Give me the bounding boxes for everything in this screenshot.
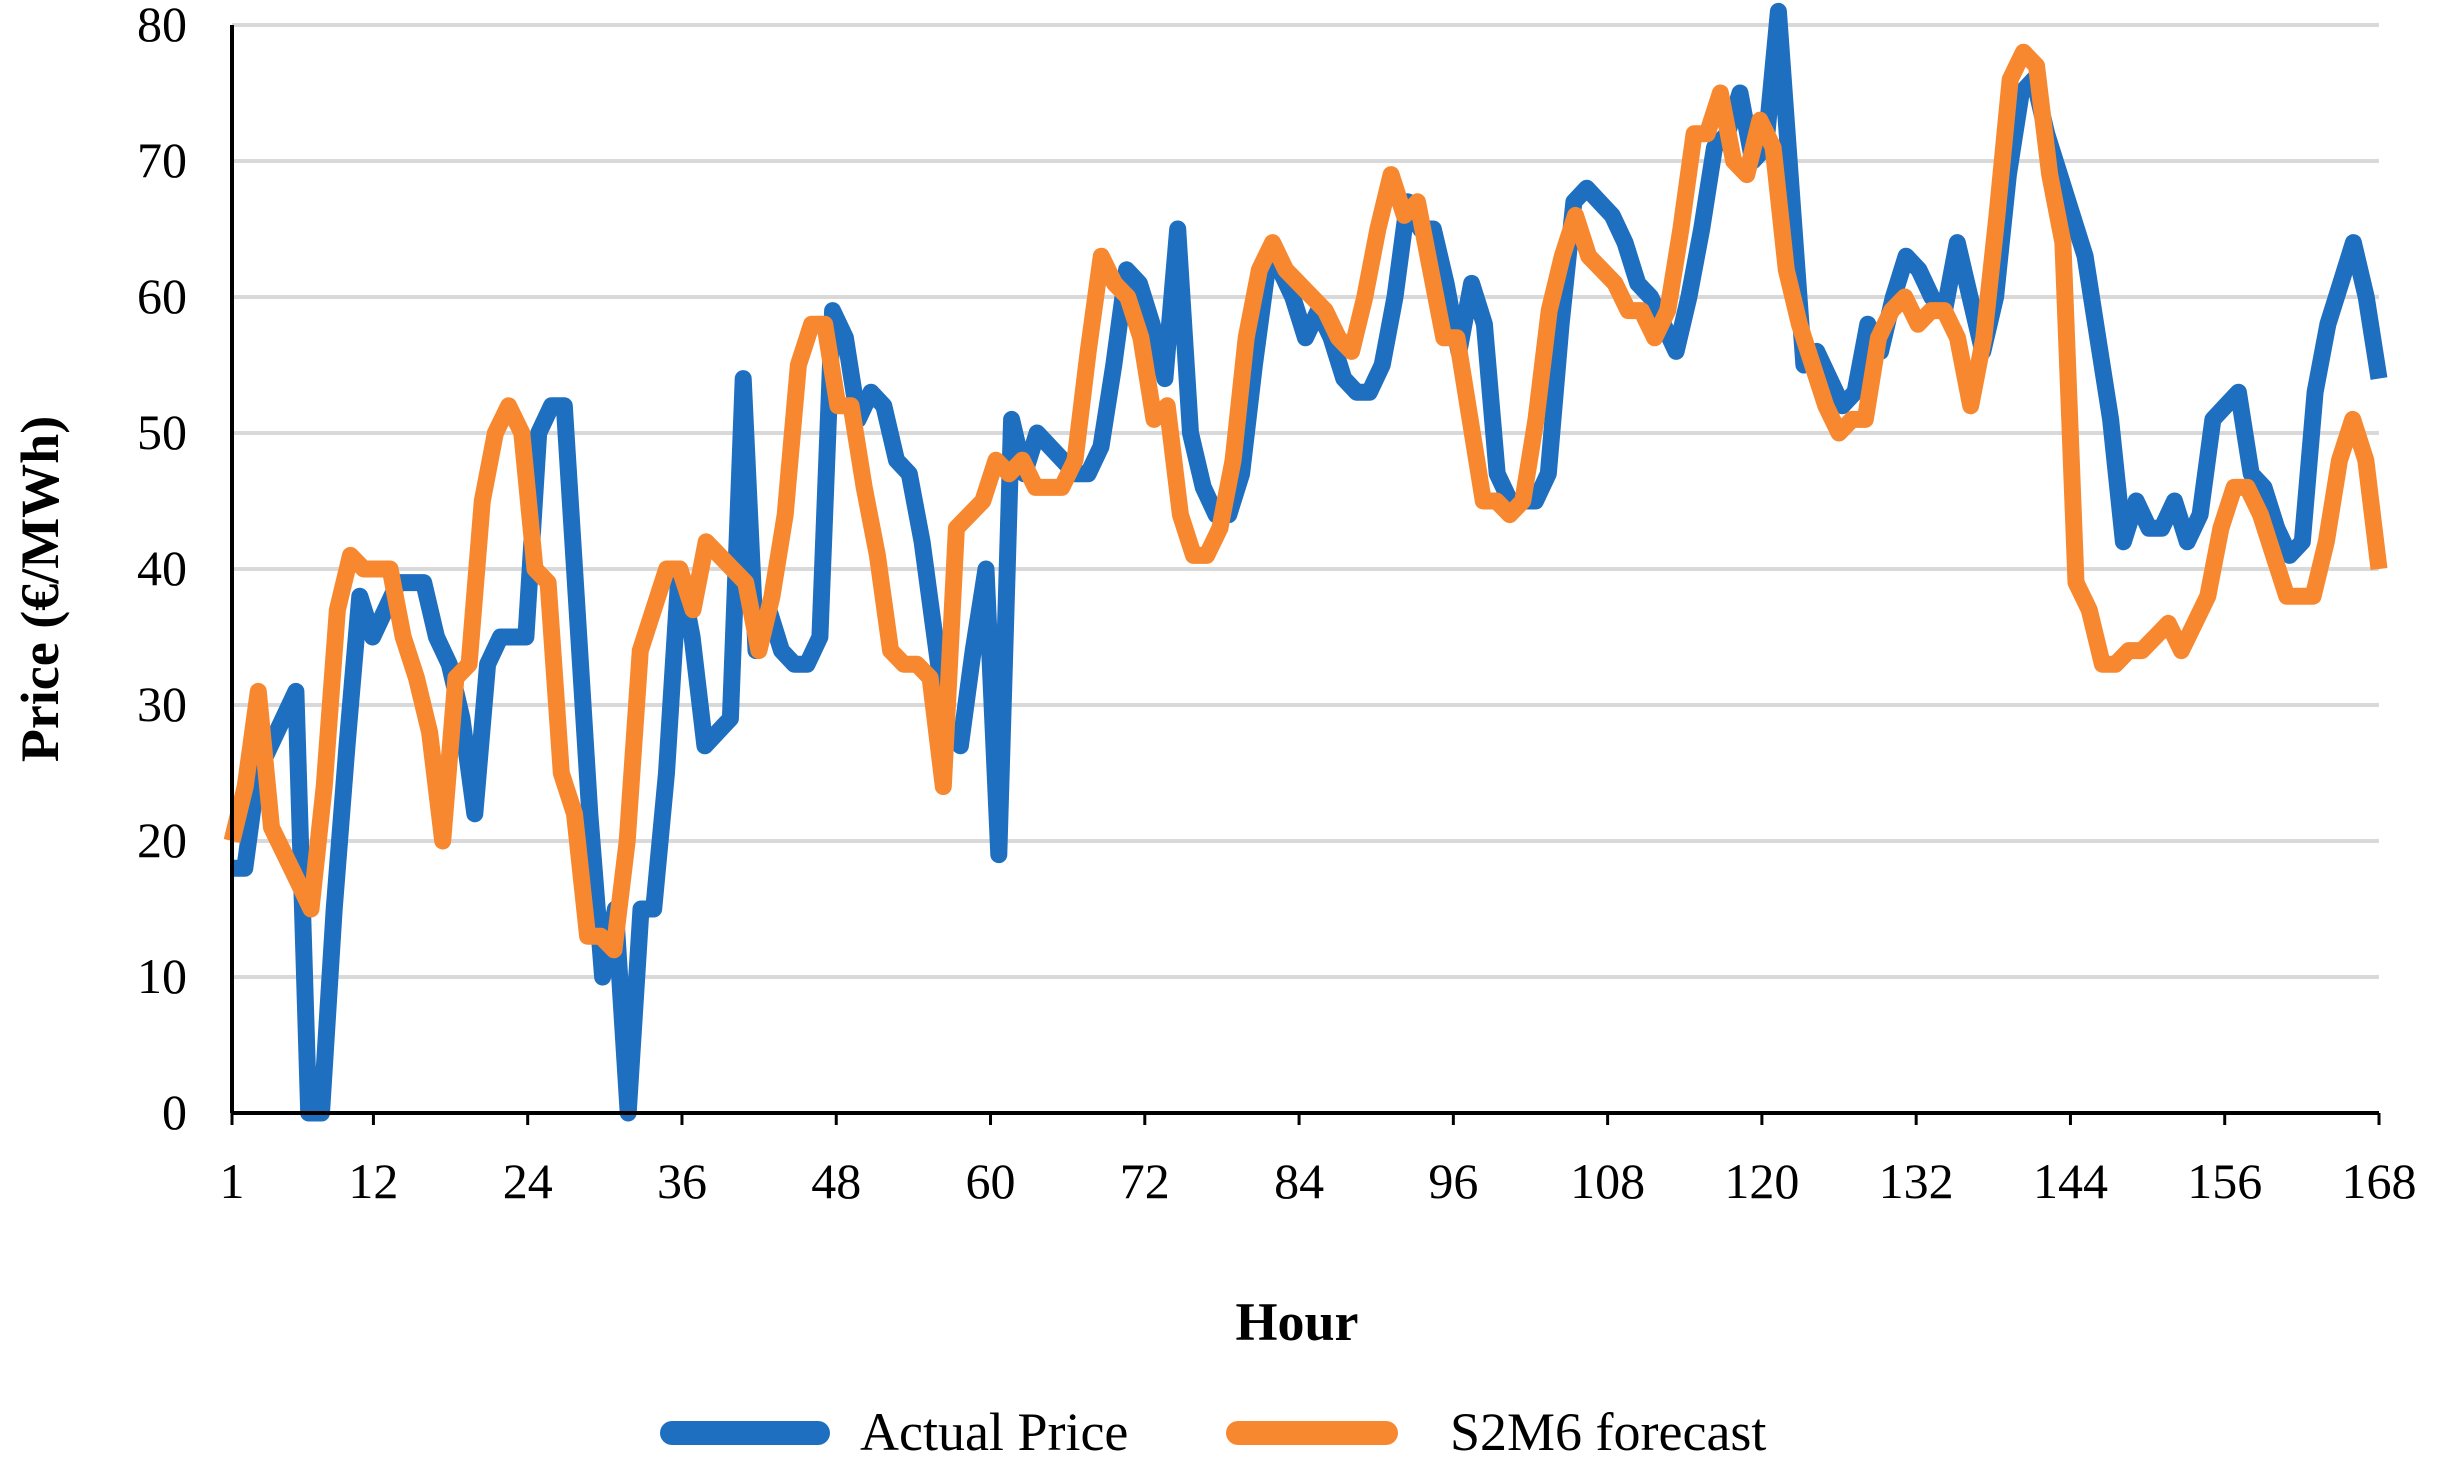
y-axis-title: Price (€/MWh) xyxy=(10,416,70,762)
legend-label-actual-price: Actual Price xyxy=(860,1402,1128,1462)
x-tick-label: 36 xyxy=(657,1153,707,1209)
x-tick-label: 144 xyxy=(2033,1153,2108,1209)
x-tick-label: 1 xyxy=(220,1153,245,1209)
x-tick-label: 12 xyxy=(348,1153,398,1209)
series-line-actual-price xyxy=(232,2,2388,1122)
x-tick-label: 24 xyxy=(503,1153,553,1209)
x-tick-label: 60 xyxy=(966,1153,1016,1209)
x-tick-label: 72 xyxy=(1120,1153,1170,1209)
x-tick-label: 108 xyxy=(1570,1153,1645,1209)
y-axis-ticks: 0 10 20 30 40 50 60 70 80 xyxy=(137,0,187,1140)
x-tick-label: 156 xyxy=(2187,1153,2262,1209)
series-line-s2m6-forecast xyxy=(223,43,2388,959)
y-tick-label: 40 xyxy=(137,540,187,596)
x-tick-label: 48 xyxy=(811,1153,861,1209)
x-axis-ticks: 1 12 24 36 48 60 72 84 96 108 120 132 144 156 168 xyxy=(220,1113,2417,1209)
y-tick-label: 10 xyxy=(137,948,187,1004)
x-axis-title: Hour xyxy=(1235,1292,1358,1352)
x-tick-label: 120 xyxy=(1724,1153,1799,1209)
x-tick-label: 168 xyxy=(2342,1153,2417,1209)
legend-label-s2m6-forecast: S2M6 forecast xyxy=(1450,1402,1766,1462)
x-tick-label: 96 xyxy=(1428,1153,1478,1209)
y-tick-label: 0 xyxy=(162,1084,187,1140)
x-tick-label: 132 xyxy=(1879,1153,1954,1209)
series-lines xyxy=(223,2,2388,1122)
y-tick-label: 20 xyxy=(137,812,187,868)
y-tick-label: 30 xyxy=(137,676,187,732)
y-tick-label: 80 xyxy=(137,0,187,52)
y-tick-label: 50 xyxy=(137,404,187,460)
x-tick-label: 84 xyxy=(1274,1153,1324,1209)
legend: Actual Price S2M6 forecast xyxy=(660,1402,1766,1462)
y-tick-label: 70 xyxy=(137,132,187,188)
y-tick-label: 60 xyxy=(137,268,187,324)
